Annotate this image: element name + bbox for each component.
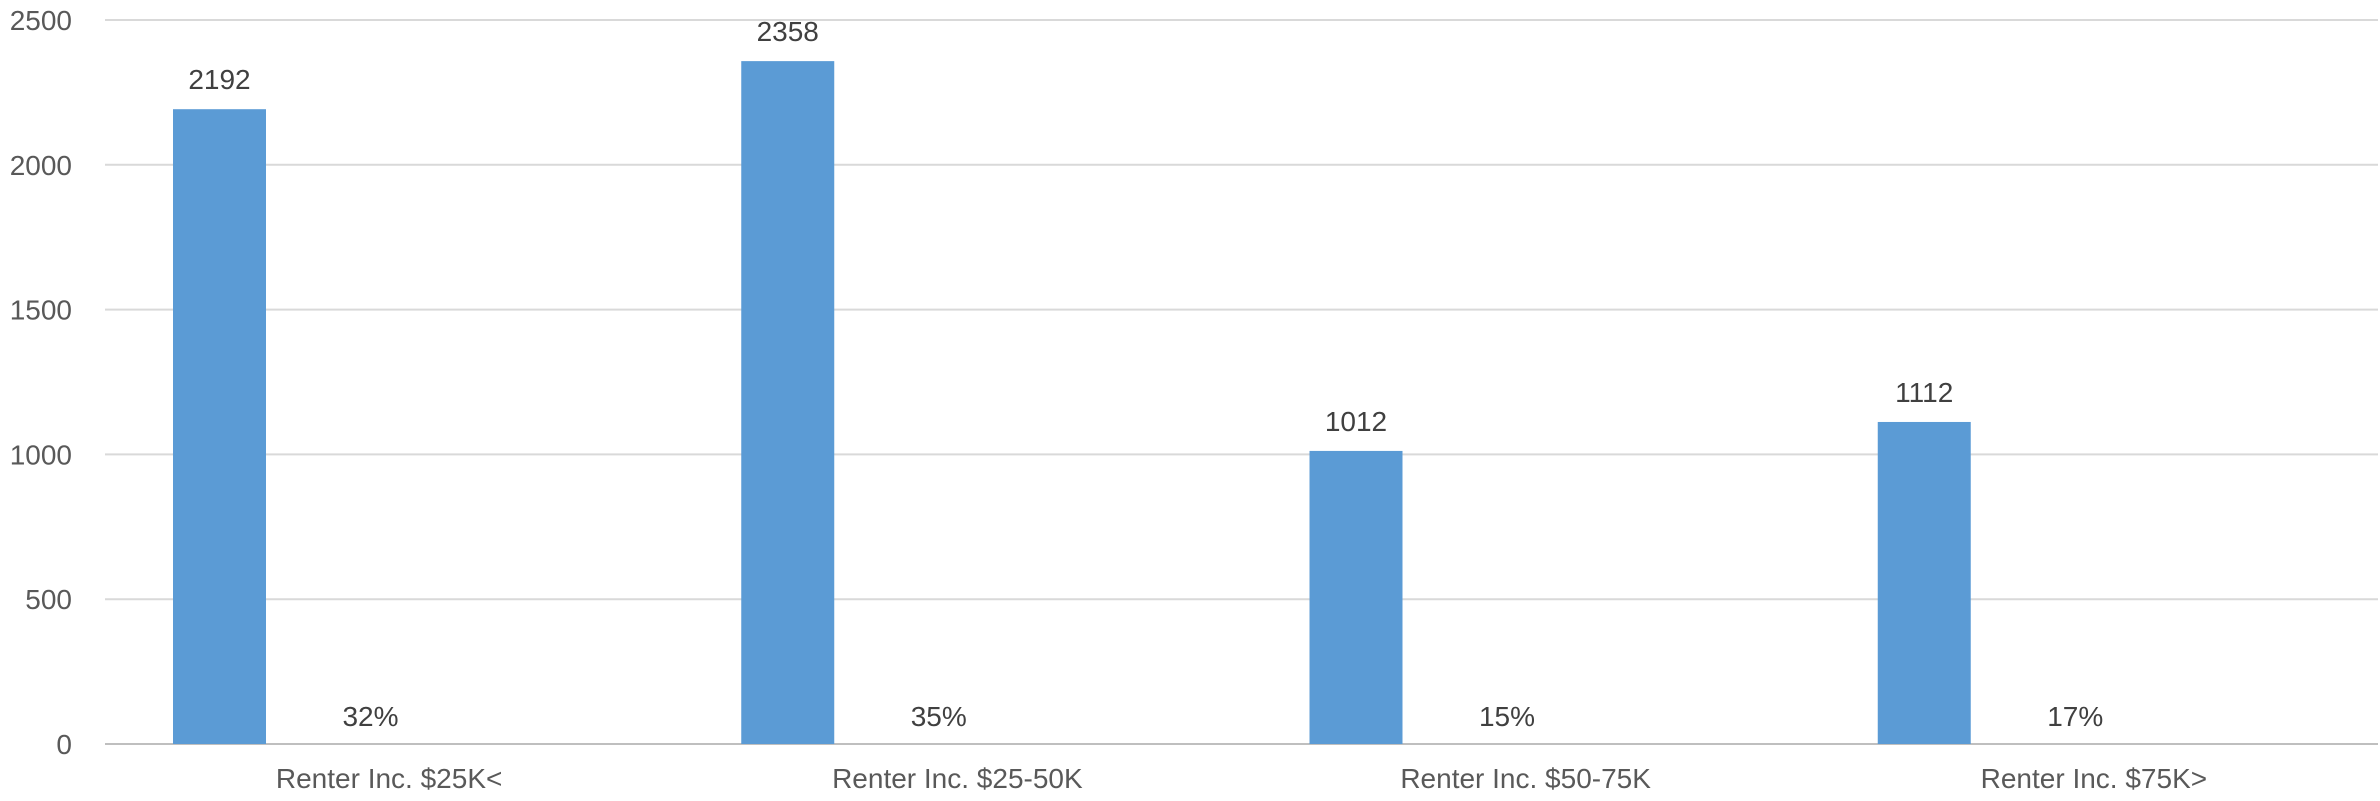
y-tick-label-1000: 1000	[10, 439, 72, 470]
bar-count-2	[1309, 450, 1403, 744]
bar-count-3	[1877, 421, 1971, 744]
data-label-share-3: 17%	[2047, 701, 2103, 732]
data-label-count-3: 1112	[1895, 377, 1953, 408]
x-tick-label-0: Renter Inc. $25K<	[276, 763, 502, 794]
data-label-share-2: 15%	[1479, 701, 1535, 732]
y-tick-label-2500: 2500	[10, 5, 72, 36]
y-tick-label-0: 0	[56, 729, 72, 760]
x-tick-label-3: Renter Inc. $75K>	[1981, 763, 2207, 794]
data-label-count-0: 2192	[188, 64, 250, 95]
y-tick-label-500: 500	[25, 584, 72, 615]
y-tick-label-1500: 1500	[10, 295, 72, 326]
x-tick-label-2: Renter Inc. $50-75K	[1400, 763, 1651, 794]
data-label-count-1: 2358	[757, 16, 819, 47]
data-label-share-0: 32%	[342, 701, 398, 732]
bar-count-1	[741, 61, 835, 745]
bar-count-0	[173, 109, 266, 745]
data-label-count-2: 1012	[1325, 406, 1387, 437]
y-tick-label-2000: 2000	[10, 150, 72, 181]
data-label-share-1: 35%	[911, 701, 967, 732]
x-tick-label-1: Renter Inc. $25-50K	[832, 763, 1083, 794]
